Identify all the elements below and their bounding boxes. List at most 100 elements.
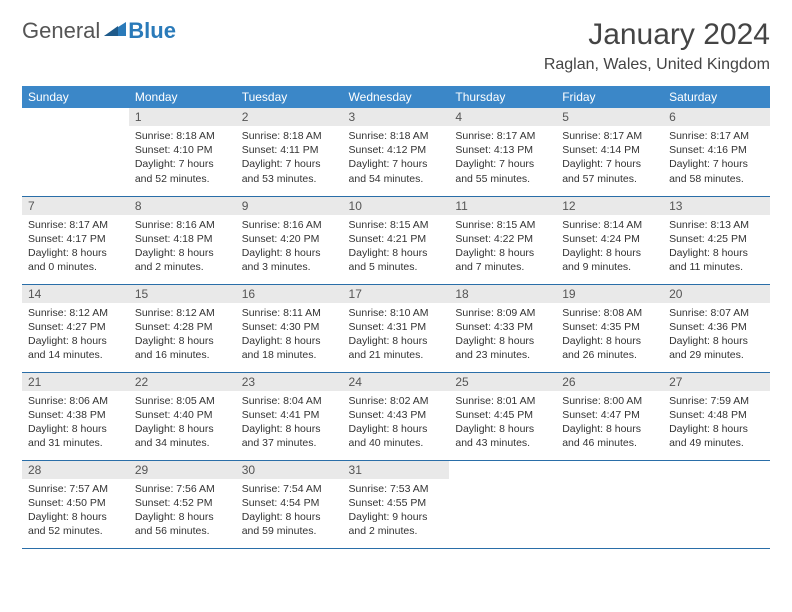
- daylight-line: Daylight: 7 hours and 57 minutes.: [562, 157, 657, 185]
- daylight-line: Daylight: 8 hours and 11 minutes.: [669, 246, 764, 274]
- sunrise-line: Sunrise: 8:00 AM: [562, 394, 657, 408]
- day-header: Thursday: [449, 86, 556, 108]
- calendar-cell: 20Sunrise: 8:07 AMSunset: 4:36 PMDayligh…: [663, 284, 770, 372]
- day-number: 3: [343, 108, 450, 126]
- sunset-line: Sunset: 4:55 PM: [349, 496, 444, 510]
- day-number: 31: [343, 461, 450, 479]
- sunset-line: Sunset: 4:22 PM: [455, 232, 550, 246]
- sunrise-line: Sunrise: 8:04 AM: [242, 394, 337, 408]
- sunset-line: Sunset: 4:48 PM: [669, 408, 764, 422]
- sunrise-line: Sunrise: 7:56 AM: [135, 482, 230, 496]
- daylight-line: Daylight: 7 hours and 52 minutes.: [135, 157, 230, 185]
- sunrise-line: Sunrise: 8:01 AM: [455, 394, 550, 408]
- sunset-line: Sunset: 4:47 PM: [562, 408, 657, 422]
- day-number: 10: [343, 197, 450, 215]
- logo-triangle-icon: [104, 20, 126, 41]
- day-number: 13: [663, 197, 770, 215]
- day-details: Sunrise: 8:10 AMSunset: 4:31 PMDaylight:…: [343, 303, 450, 367]
- sunrise-line: Sunrise: 8:05 AM: [135, 394, 230, 408]
- daylight-line: Daylight: 8 hours and 29 minutes.: [669, 334, 764, 362]
- daylight-line: Daylight: 8 hours and 59 minutes.: [242, 510, 337, 538]
- sunset-line: Sunset: 4:25 PM: [669, 232, 764, 246]
- daylight-line: Daylight: 8 hours and 5 minutes.: [349, 246, 444, 274]
- day-number: 17: [343, 285, 450, 303]
- day-details: Sunrise: 7:53 AMSunset: 4:55 PMDaylight:…: [343, 479, 450, 543]
- day-details: Sunrise: 8:18 AMSunset: 4:11 PMDaylight:…: [236, 126, 343, 190]
- sunset-line: Sunset: 4:14 PM: [562, 143, 657, 157]
- day-details: Sunrise: 8:16 AMSunset: 4:20 PMDaylight:…: [236, 215, 343, 279]
- day-number: 21: [22, 373, 129, 391]
- daylight-line: Daylight: 8 hours and 16 minutes.: [135, 334, 230, 362]
- calendar-week: 21 Sunrise: 8:06 AMSunset: 4:38 PM Dayligh…: [22, 372, 770, 460]
- daylight-line: Daylight: 8 hours and 3 minutes.: [242, 246, 337, 274]
- day-number: 4: [449, 108, 556, 126]
- calendar-cell: 8Sunrise: 8:16 AMSunset: 4:18 PMDaylight…: [129, 196, 236, 284]
- day-details: Sunrise: 7:54 AMSunset: 4:54 PMDaylight:…: [236, 479, 343, 543]
- sunrise-line: Sunrise: 8:06 AM: [28, 394, 123, 408]
- day-number: 16: [236, 285, 343, 303]
- calendar-cell: 29Sunrise: 7:56 AMSunset: 4:52 PMDayligh…: [129, 460, 236, 548]
- calendar-cell: 22Sunrise: 8:05 AMSunset: 4:40 PMDayligh…: [129, 372, 236, 460]
- sunrise-line: Sunrise: 8:16 AM: [135, 218, 230, 232]
- sunset-line: Sunset: 4:40 PM: [135, 408, 230, 422]
- month-title: January 2024: [544, 18, 770, 52]
- sunrise-line: Sunrise: 8:07 AM: [669, 306, 764, 320]
- calendar-cell: [556, 460, 663, 548]
- day-header: Saturday: [663, 86, 770, 108]
- day-details: Sunrise: 8:17 AMSunset: 4:17 PMDaylight:…: [22, 215, 129, 279]
- day-details: Sunrise: 8:15 AMSunset: 4:21 PMDaylight:…: [343, 215, 450, 279]
- sunset-line: Sunset: 4:38 PM: [28, 408, 123, 422]
- calendar-cell: 5Sunrise: 8:17 AMSunset: 4:14 PMDaylight…: [556, 108, 663, 196]
- daylight-line: Daylight: 8 hours and 14 minutes.: [28, 334, 123, 362]
- sunset-line: Sunset: 4:16 PM: [669, 143, 764, 157]
- calendar-cell: [663, 460, 770, 548]
- calendar-week: 28Sunrise: 7:57 AMSunset: 4:50 PMDayligh…: [22, 460, 770, 548]
- sunrise-line: Sunrise: 8:13 AM: [669, 218, 764, 232]
- sunrise-line: Sunrise: 8:17 AM: [669, 129, 764, 143]
- day-number: 15: [129, 285, 236, 303]
- day-number: 9: [236, 197, 343, 215]
- daylight-line: Daylight: 7 hours and 55 minutes.: [455, 157, 550, 185]
- sunrise-line: Sunrise: 8:10 AM: [349, 306, 444, 320]
- daylight-line: Daylight: 8 hours and 2 minutes.: [135, 246, 230, 274]
- sunrise-line: Sunrise: 8:02 AM: [349, 394, 444, 408]
- daylight-line: Daylight: 7 hours and 54 minutes.: [349, 157, 444, 185]
- sunset-line: Sunset: 4:30 PM: [242, 320, 337, 334]
- daylight-line: Daylight: 8 hours and 9 minutes.: [562, 246, 657, 274]
- day-header-row: SundayMondayTuesdayWednesdayThursdayFrid…: [22, 86, 770, 108]
- sunset-line: Sunset: 4:11 PM: [242, 143, 337, 157]
- sunset-line: Sunset: 4:12 PM: [349, 143, 444, 157]
- daylight-line: Daylight: 8 hours and 46 minutes.: [562, 422, 657, 450]
- daylight-line: Daylight: 8 hours and 0 minutes.: [28, 246, 123, 274]
- day-details: Sunrise: 8:18 AMSunset: 4:12 PMDaylight:…: [343, 126, 450, 190]
- day-details: Sunrise: 8:08 AMSunset: 4:35 PMDaylight:…: [556, 303, 663, 367]
- sunset-line: Sunset: 4:18 PM: [135, 232, 230, 246]
- calendar-cell: 30Sunrise: 7:54 AMSunset: 4:54 PMDayligh…: [236, 460, 343, 548]
- calendar-cell: 31Sunrise: 7:53 AMSunset: 4:55 PMDayligh…: [343, 460, 450, 548]
- daylight-line: Daylight: 8 hours and 18 minutes.: [242, 334, 337, 362]
- sunrise-line: Sunrise: 8:11 AM: [242, 306, 337, 320]
- calendar-cell: [22, 108, 129, 196]
- sunrise-line: Sunrise: 8:17 AM: [28, 218, 123, 232]
- sunrise-line: Sunrise: 8:12 AM: [28, 306, 123, 320]
- day-header: Monday: [129, 86, 236, 108]
- sunset-line: Sunset: 4:54 PM: [242, 496, 337, 510]
- daylight-line: Daylight: 8 hours and 43 minutes.: [455, 422, 550, 450]
- sunrise-line: Sunrise: 8:16 AM: [242, 218, 337, 232]
- day-number: 25: [449, 373, 556, 391]
- day-details: Sunrise: 7:59 AMSunset: 4:48 PMDaylight:…: [663, 391, 770, 455]
- sunrise-line: Sunrise: 8:17 AM: [562, 129, 657, 143]
- calendar-cell: 26Sunrise: 8:00 AMSunset: 4:47 PMDayligh…: [556, 372, 663, 460]
- calendar-cell: 4Sunrise: 8:17 AMSunset: 4:13 PMDaylight…: [449, 108, 556, 196]
- day-details: Sunrise: 8:00 AMSunset: 4:47 PMDaylight:…: [556, 391, 663, 455]
- sunset-line: Sunset: 4:13 PM: [455, 143, 550, 157]
- calendar-cell: 24Sunrise: 8:02 AMSunset: 4:43 PMDayligh…: [343, 372, 450, 460]
- sunset-line: Sunset: 4:45 PM: [455, 408, 550, 422]
- day-number: 1: [129, 108, 236, 126]
- calendar-cell: 3Sunrise: 8:18 AMSunset: 4:12 PMDaylight…: [343, 108, 450, 196]
- sunset-line: Sunset: 4:28 PM: [135, 320, 230, 334]
- day-details: Sunrise: 8:04 AMSunset: 4:41 PMDaylight:…: [236, 391, 343, 455]
- day-number: 20: [663, 285, 770, 303]
- calendar-cell: 2Sunrise: 8:18 AMSunset: 4:11 PMDaylight…: [236, 108, 343, 196]
- sunrise-line: Sunrise: 8:09 AM: [455, 306, 550, 320]
